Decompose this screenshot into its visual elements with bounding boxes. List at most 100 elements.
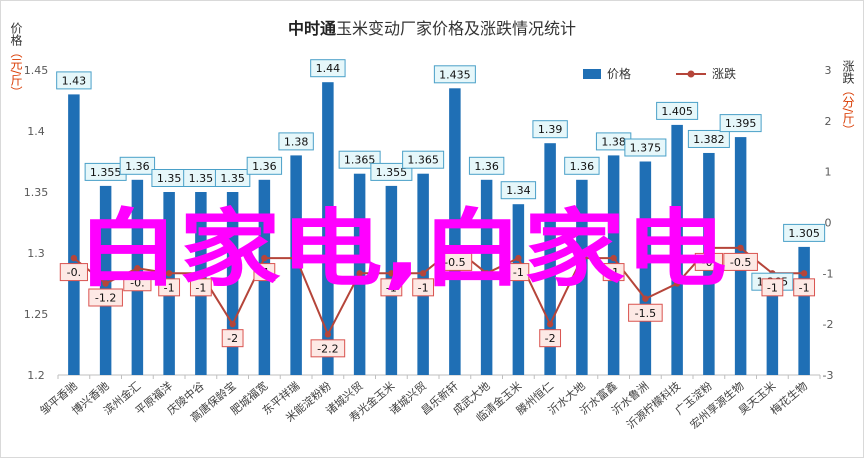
price-data-label-text: 1.365 xyxy=(344,154,376,167)
y-left-tick-label: 1.25 xyxy=(24,308,49,321)
price-data-label-box xyxy=(500,181,537,200)
change-data-label-box xyxy=(221,329,244,348)
price-data-label: 1.36 xyxy=(564,156,600,175)
y-left-tick-label: 1.3 xyxy=(27,247,45,260)
y-left-axis-title: 价格（元/斤） xyxy=(9,22,23,98)
change-data-label: -1 xyxy=(253,263,276,282)
price-data-label: 1.395 xyxy=(719,114,762,133)
change-point xyxy=(610,254,617,262)
change-data-label: -1 xyxy=(158,278,181,297)
price-bar xyxy=(766,295,779,375)
y-left-tick-label: 1.45 xyxy=(24,64,49,77)
change-data-label-text: -1 xyxy=(195,281,206,294)
change-data-label: -0. xyxy=(694,252,723,271)
price-bar xyxy=(576,179,588,375)
change-point xyxy=(165,270,173,277)
change-point xyxy=(515,254,522,262)
price-data-label-text: 1.35 xyxy=(157,172,182,185)
change-data-label: -1 xyxy=(189,278,212,297)
y-left-axis-title-unit: （元/斤） xyxy=(9,46,23,98)
change-data-label-text: -1.2 xyxy=(95,292,116,305)
price-data-label-text: 1.44 xyxy=(316,62,341,75)
price-bar xyxy=(68,94,80,376)
change-point xyxy=(356,270,363,277)
price-data-label: 1.44 xyxy=(310,59,346,78)
price-data-label-text: 1.38 xyxy=(601,135,626,148)
change-data-label-text: -2 xyxy=(227,332,238,345)
price-data-label-box xyxy=(433,65,476,84)
y-left-axis-title-main: 价格 xyxy=(9,22,23,46)
price-bar xyxy=(798,246,810,375)
price-bar xyxy=(449,88,461,376)
price-data-label-text: 1.35 xyxy=(189,172,214,185)
price-bar xyxy=(322,82,334,375)
change-data-label: -1 xyxy=(793,278,816,297)
change-point xyxy=(546,320,554,328)
change-data-label-text: -1.5 xyxy=(635,307,656,320)
price-data-label-text: 1.375 xyxy=(630,142,662,155)
y-left-tick-label: 1.35 xyxy=(24,186,49,199)
y-right-axis-title-unit: （分/斤） xyxy=(841,84,855,136)
change-data-label-text: -2 xyxy=(545,332,556,345)
price-data-label-box xyxy=(370,162,413,181)
price-data-label-text: 1.382 xyxy=(693,133,725,146)
change-data-label-box xyxy=(694,252,723,271)
change-data-label: -0. xyxy=(59,263,88,282)
watermark-layer: 白家电,白家电 xyxy=(77,200,727,298)
price-data-label: 1.39 xyxy=(532,120,568,139)
price-data-label: 1.34 xyxy=(500,181,537,200)
change-point xyxy=(261,254,268,262)
change-data-label-text: -1 xyxy=(259,266,270,279)
price-bar xyxy=(480,179,493,375)
label-layer: 1.431.355 1.361.35 1.35 1.351.361.381.441.3… xyxy=(37,59,826,432)
price-data-label-box xyxy=(310,59,346,78)
price-data-label-box xyxy=(656,101,699,120)
price-data-label-text: 1.35 xyxy=(220,172,245,185)
change-point xyxy=(451,244,459,252)
price-data-label: 1.36 xyxy=(468,156,505,175)
change-data-label-text: -1 xyxy=(608,266,619,279)
price-data-label-text: 1.36 xyxy=(474,160,499,173)
change-point xyxy=(800,270,808,277)
change-point xyxy=(292,254,300,262)
price-data-label-text: 1.43 xyxy=(62,74,87,87)
price-data-label: 1.35 xyxy=(214,169,251,187)
price-data-label: 1.355 xyxy=(84,162,127,181)
price-data-label: 1.43 xyxy=(56,71,92,90)
price-data-label: 1.35 xyxy=(183,169,219,187)
change-data-label: -1 xyxy=(380,278,403,297)
price-data-label-box xyxy=(119,156,156,175)
change-data-label-box xyxy=(310,339,346,358)
y-right-tick-label: 1 xyxy=(825,166,832,179)
change-data-label-box xyxy=(628,303,663,322)
change-data-label: -0. xyxy=(123,273,152,292)
change-data-label-text: -1 xyxy=(799,281,810,294)
price-data-label-box xyxy=(402,150,445,169)
price-data-label-box xyxy=(564,156,600,175)
y-right-tick-label: 3 xyxy=(825,64,832,77)
change-data-label: -2.2 xyxy=(310,339,346,358)
change-data-label-text: -0.5 xyxy=(444,256,465,269)
legend-label-bars: 价格 xyxy=(607,66,631,81)
chart-title: 中时通玉米变动厂家价格及涨跌情况统计 xyxy=(288,19,576,38)
change-point xyxy=(737,244,744,252)
change-point xyxy=(642,295,649,302)
change-data-label-box xyxy=(723,252,758,271)
price-data-label: 1.305 xyxy=(783,223,826,242)
price-data-label: 1.38 xyxy=(278,132,314,151)
legend-swatch-bars xyxy=(583,69,601,79)
price-data-label-text: 1.39 xyxy=(538,123,563,136)
chart-title-part2: 玉米变动厂家价格及涨跌情况统计 xyxy=(336,19,576,38)
change-data-label-box xyxy=(437,252,473,271)
change-data-label-text: -2.2 xyxy=(317,342,338,355)
change-point xyxy=(70,254,78,262)
change-point xyxy=(483,270,490,277)
change-data-label-text: -0.5 xyxy=(730,256,751,269)
price-data-label-box xyxy=(783,223,826,242)
change-point xyxy=(673,280,681,287)
change-point xyxy=(229,320,236,328)
change-point xyxy=(197,270,205,277)
price-data-label-box xyxy=(56,71,92,90)
